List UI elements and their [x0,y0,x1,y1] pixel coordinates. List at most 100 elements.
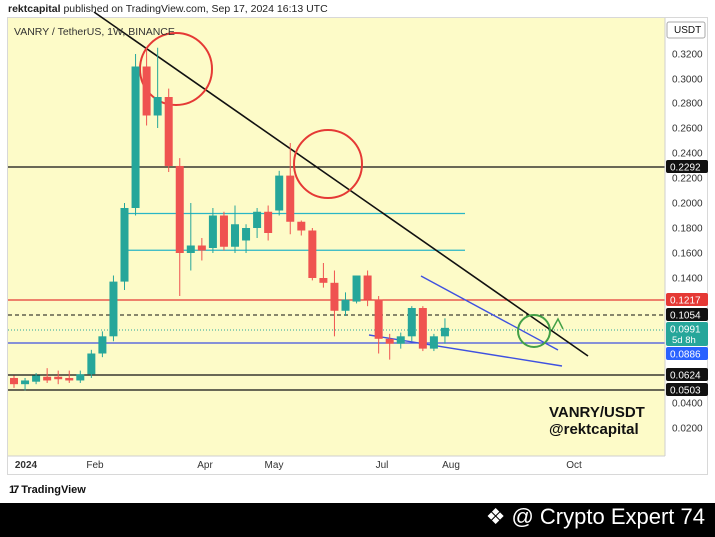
price-label-text: 0.0991 [670,325,701,336]
candle [330,270,339,337]
candle [253,208,262,238]
candle [175,158,184,297]
annotation-handle: @rektcapital [549,421,639,438]
candle-body [407,308,416,337]
candle-body [208,215,217,248]
candle [429,333,438,352]
candle-body [440,327,449,337]
candle [275,170,284,216]
x-tick-label: Feb [86,460,104,471]
watermark-text: @ Crypto Expert 74 [511,504,705,529]
candle-body [429,336,438,349]
y-tick-label: 0.2800 [672,99,703,110]
candle-body [142,66,151,116]
price-label-green [666,322,708,346]
candle [54,370,63,385]
candle-body [186,245,195,253]
candle [32,373,41,385]
price-label-black [666,308,708,321]
unit-box [666,21,706,39]
candle [264,205,273,241]
candle-body [231,224,239,247]
candle [65,370,74,383]
watermark-bar [0,503,715,537]
candle-body [32,375,41,382]
price-label-black [666,368,708,381]
candle-body [418,308,427,349]
candle [308,228,317,281]
price-label-text: 0.0503 [670,386,701,397]
candle-body [120,208,129,282]
candle-body [153,97,162,116]
publisher-name[interactable]: rektcapital [8,3,61,15]
candle-body [363,275,372,300]
price-label-text: 0.0886 [670,350,701,361]
candle-body [242,228,251,241]
candle [21,377,30,391]
diamond-icon: ❖ [485,504,506,529]
price-label-text: 0.1217 [670,296,701,307]
candle-body [175,165,184,253]
x-tick-label: May [265,460,284,471]
candle-body [264,211,273,233]
candle [363,270,372,307]
breakout-arrow-icon [551,317,564,331]
watermark: ❖ @ Crypto Expert 74 [486,504,705,530]
candle-body [396,336,405,344]
y-tick-label: 0.3000 [672,75,703,86]
highlight-circle-red [139,32,213,106]
candle-body [330,282,339,311]
candle [131,54,140,216]
candle [231,205,239,253]
candle-body [297,221,306,231]
x-tick-label: Oct [566,460,582,471]
candle [374,296,383,354]
candle [407,306,416,342]
y-tick-label: 0.0400 [672,399,703,410]
candle [341,292,350,316]
y-tick-label: 0.2200 [672,174,703,185]
x-tick-label: Apr [197,460,213,471]
time-axis: 2024 Feb Apr May Jul Aug Oct [8,455,665,471]
candle-body [352,275,361,302]
downtrend-line [93,11,589,357]
candle-body [54,376,63,380]
tradingview-logo[interactable]: 17 TradingView [9,484,86,496]
y-tick-label: 0.2000 [672,199,703,210]
price-label-blue [666,347,708,360]
candle-body [21,380,30,385]
tradingview-logo-text: TradingView [21,484,86,496]
candle [98,331,107,358]
x-tick-label: Jul [376,460,389,471]
price-scale-unit: USDT [674,25,701,36]
candle-body [43,376,52,381]
candle-body [109,281,118,337]
tradingview-logo-icon: 17 [9,484,19,496]
highlight-circle-green [517,314,551,348]
candle-body [65,377,74,381]
candle [418,306,427,352]
x-tick-label: 2024 [15,460,38,471]
candle-body [87,353,96,375]
candle [208,208,217,253]
publish-info: published on TradingView.com, Sep 17, 20… [63,3,328,15]
price-label-black [666,160,708,173]
chart-header: rektcapital published on TradingView.com… [8,3,328,15]
chart-frame [7,17,708,475]
candle [286,143,295,235]
candle-body [219,215,228,247]
candle [352,275,361,304]
candle-body [319,278,328,283]
candle-body [385,338,394,344]
price-label-text: 0.0624 [670,371,701,382]
y-tick-label: 0.0200 [672,424,703,435]
candle-body [98,336,107,354]
candle [109,275,118,342]
candle-body [197,245,206,251]
price-scale: USDT 0.3200 0.3000 0.2800 0.2600 0.2400 0.2200… [664,18,708,456]
x-tick-label: Aug [442,460,460,471]
y-tick-label: 0.1600 [672,249,703,260]
candle [396,332,405,349]
candle-body [10,377,18,385]
